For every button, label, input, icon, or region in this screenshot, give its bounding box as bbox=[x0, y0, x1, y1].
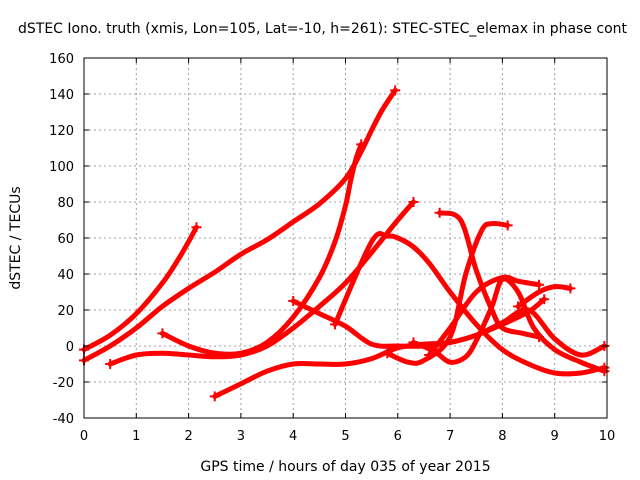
x-tick-label: 4 bbox=[289, 429, 297, 444]
series-line-3 bbox=[159, 141, 364, 357]
y-tick-label: 0 bbox=[66, 340, 74, 355]
series-point-marker bbox=[408, 337, 419, 348]
y-tick-label: 140 bbox=[49, 88, 74, 103]
y-tick-label: 60 bbox=[57, 232, 74, 247]
x-tick-label: 2 bbox=[184, 429, 192, 444]
axis-ticks: 0 1 2 3 4 5 6 7 8 9 10 -40 -20 0 20 40 60 80 100 120 140 160 bbox=[49, 52, 615, 444]
y-axis-label: dSTEC / TECUs bbox=[8, 186, 24, 289]
x-tick-label: 10 bbox=[599, 429, 616, 444]
series-point-marker bbox=[288, 296, 299, 306]
series-line-11 bbox=[426, 274, 542, 358]
y-tick-label: 160 bbox=[49, 52, 74, 67]
series-line-2 bbox=[81, 87, 398, 363]
x-tick-label: 7 bbox=[446, 429, 454, 444]
series-point-marker bbox=[356, 139, 367, 150]
y-tick-label: -40 bbox=[53, 412, 74, 427]
series-line-10 bbox=[437, 210, 542, 340]
x-tick-label: 9 bbox=[551, 429, 559, 444]
series-point-marker bbox=[382, 348, 393, 359]
series-point-marker bbox=[534, 279, 545, 290]
series-point-marker bbox=[599, 366, 610, 377]
x-tick-label: 6 bbox=[394, 429, 402, 444]
series-point-marker bbox=[534, 332, 545, 342]
chart-title: dSTEC Iono. truth (xmis, Lon=105, Lat=-1… bbox=[18, 21, 628, 37]
x-tick-label: 3 bbox=[237, 429, 245, 444]
series-point-marker bbox=[565, 283, 576, 294]
series-point-marker bbox=[157, 328, 168, 339]
series-point-marker bbox=[390, 85, 401, 96]
series-line-7 bbox=[332, 231, 607, 377]
x-axis-label: GPS time / hours of day 035 of year 2015 bbox=[200, 459, 490, 475]
x-tick-label: 8 bbox=[498, 429, 506, 444]
series-point-marker bbox=[191, 222, 202, 233]
series-layer bbox=[79, 85, 610, 402]
series-point-marker bbox=[408, 197, 419, 207]
series-point-marker bbox=[105, 359, 116, 369]
y-tick-label: 80 bbox=[57, 196, 74, 211]
y-tick-label: 40 bbox=[57, 268, 74, 283]
series-point-marker bbox=[513, 301, 524, 312]
x-tick-label: 5 bbox=[341, 429, 349, 444]
y-tick-label: -20 bbox=[53, 376, 74, 391]
series-line-8 bbox=[411, 276, 607, 374]
series-point-marker bbox=[424, 350, 435, 360]
series-point-marker bbox=[502, 220, 513, 231]
series-line-12 bbox=[515, 283, 573, 309]
series-line-1 bbox=[81, 224, 199, 353]
y-tick-label: 20 bbox=[57, 304, 74, 319]
series-line-9 bbox=[384, 220, 511, 366]
series-point-marker bbox=[330, 319, 341, 330]
series-line-6 bbox=[290, 298, 607, 358]
x-tick-label: 1 bbox=[132, 429, 140, 444]
series-point-marker bbox=[434, 207, 445, 218]
series-point-marker bbox=[539, 294, 550, 305]
y-tick-label: 120 bbox=[49, 124, 74, 139]
x-tick-label: 0 bbox=[80, 429, 88, 444]
series-point-marker bbox=[209, 391, 220, 402]
series-line-4 bbox=[107, 199, 416, 367]
y-tick-label: 100 bbox=[49, 160, 74, 175]
